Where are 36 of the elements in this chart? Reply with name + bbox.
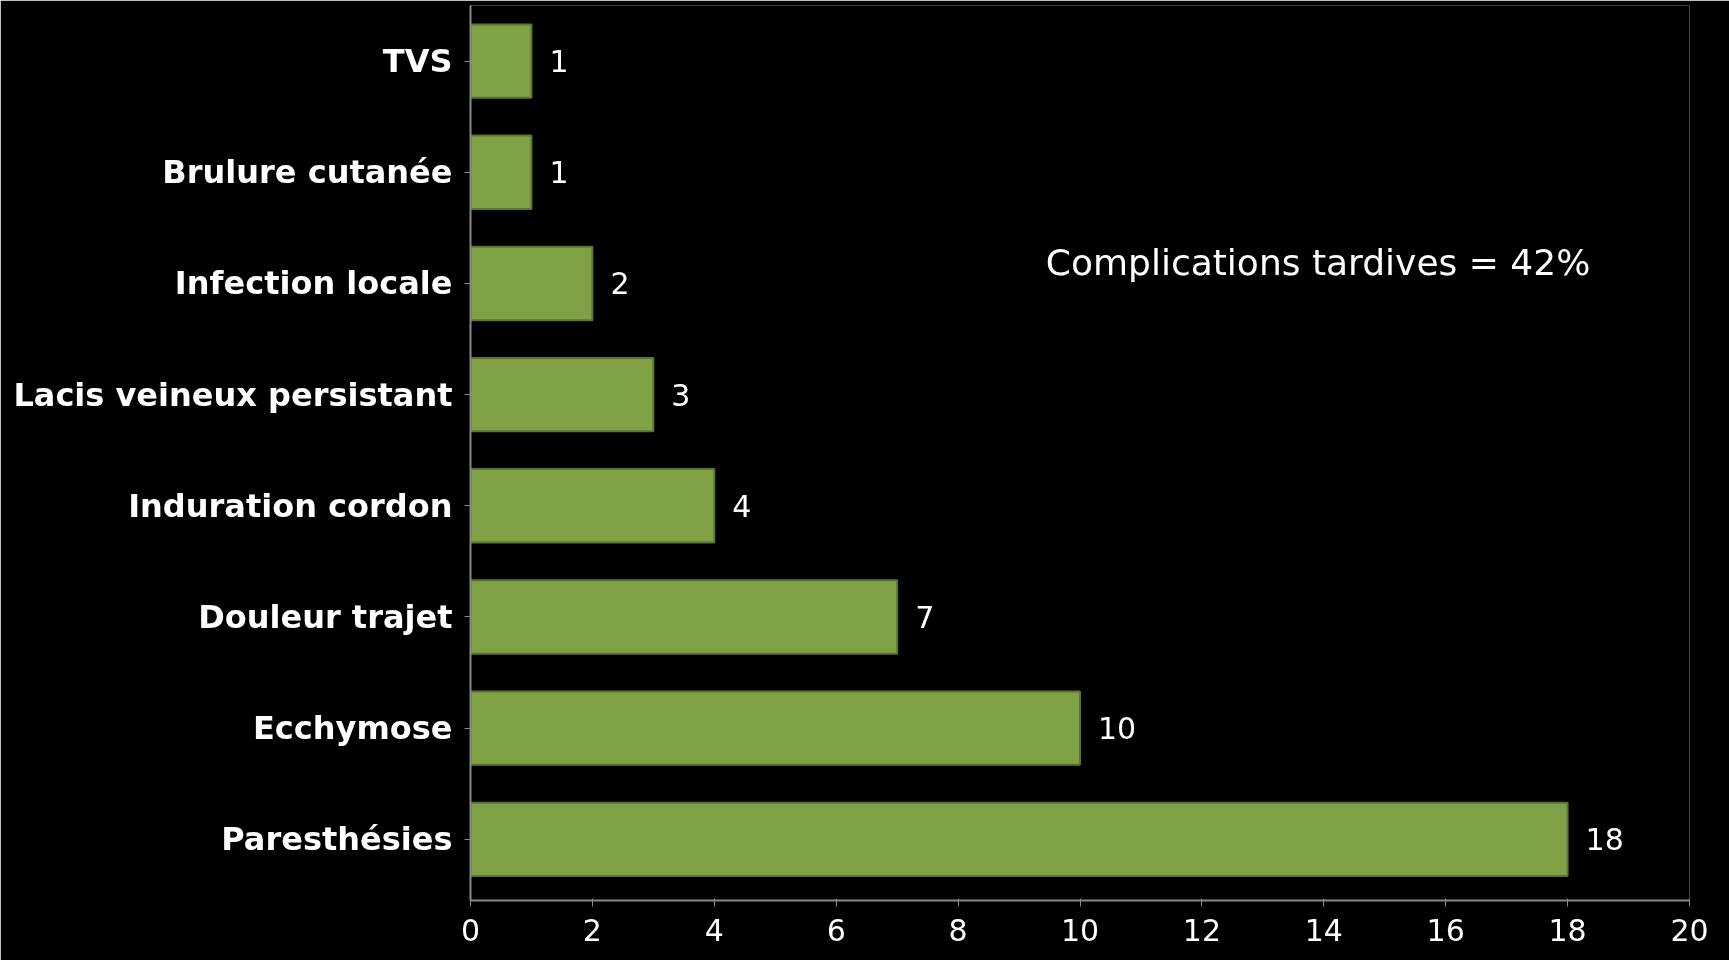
y-tick-label: Induration cordon [128,486,453,525]
x-tick-label: 10 [1060,912,1100,948]
x-tick-label: 4 [704,912,724,948]
x-tick-label: 8 [948,912,968,948]
y-tick-label: Douleur trajet [198,597,453,636]
y-tick-label: Infection locale [174,264,453,303]
x-tick-label: 0 [460,912,481,948]
annotation: Complications tardives = 42% [1045,242,1591,284]
data-label: 3 [671,377,691,413]
data-label: 1 [549,155,569,191]
y-tick-label: Brulure cutanée [162,153,453,192]
bar [470,245,594,322]
bar [470,468,716,544]
bar [470,801,1569,878]
x-tick-label: 20 [1670,912,1709,948]
x-tick-label: 16 [1426,912,1465,948]
x-tick-label: 12 [1182,912,1221,948]
x-tick-label: 2 [582,912,602,948]
bar [470,690,1081,766]
bar [470,23,533,99]
y-tick-label: Lacis veineux persistant [13,375,453,414]
data-label: 10 [1098,711,1137,747]
data-label: 2 [610,266,630,302]
y-tick-label: Ecchymose [252,709,453,748]
x-tick-label: 18 [1548,912,1587,948]
data-label: 7 [915,599,935,635]
data-label: 1 [549,44,569,80]
x-tick-label: 14 [1304,912,1343,948]
data-label: 4 [732,488,752,524]
bar [470,579,899,655]
bar [470,134,533,210]
x-tick-label: 6 [826,912,846,948]
bar [470,356,655,433]
y-tick-label: TVS [382,42,453,81]
y-tick-label: Paresthésies [221,820,453,859]
data-label: 18 [1585,822,1624,858]
